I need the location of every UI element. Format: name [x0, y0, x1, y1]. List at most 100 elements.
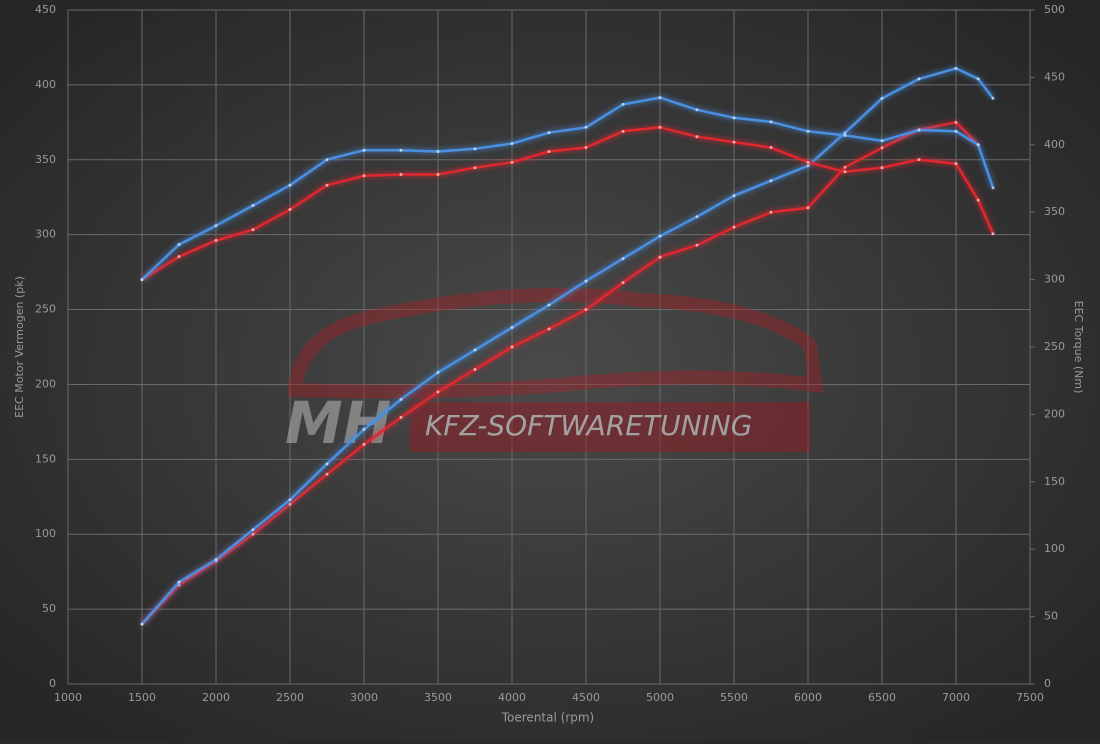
series-point — [695, 215, 699, 219]
y2-tick-label: 0 — [1044, 677, 1051, 690]
series-point — [843, 131, 847, 135]
series-point — [584, 308, 588, 312]
series-point — [991, 232, 995, 236]
series-point — [362, 148, 366, 152]
x-tick-label: 7000 — [942, 691, 970, 704]
y2-tick-label: 350 — [1044, 205, 1065, 218]
series-point — [473, 147, 477, 151]
x-axis-label: Toerental (rpm) — [501, 711, 594, 725]
series-point — [362, 174, 366, 178]
series-point — [177, 255, 181, 259]
series-point — [806, 160, 810, 164]
series-point — [399, 397, 403, 401]
series-point — [325, 158, 329, 162]
series-point — [325, 462, 329, 466]
series-point — [769, 210, 773, 214]
series-point — [399, 415, 403, 419]
series-point — [288, 502, 292, 506]
series-point — [251, 228, 255, 232]
series-point — [732, 140, 736, 144]
series-point — [325, 472, 329, 476]
series-point — [769, 145, 773, 149]
y-tick-label: 50 — [42, 602, 56, 615]
series-point — [547, 303, 551, 307]
series-point — [362, 442, 366, 446]
series-point — [584, 125, 588, 129]
series-point — [140, 622, 144, 626]
series-point — [251, 528, 255, 532]
x-tick-label: 7500 — [1016, 691, 1044, 704]
series-point — [732, 225, 736, 229]
series-point — [621, 281, 625, 285]
x-tick-label: 5000 — [646, 691, 674, 704]
series-point — [399, 172, 403, 176]
series-point — [140, 278, 144, 282]
y-tick-label: 350 — [35, 153, 56, 166]
series-point — [510, 345, 514, 349]
series-point — [436, 370, 440, 374]
watermark-text: MH — [285, 389, 391, 457]
series-point — [547, 131, 551, 135]
series-point — [436, 150, 440, 154]
series-point — [584, 145, 588, 149]
series-point — [917, 128, 921, 132]
series-point — [954, 66, 958, 70]
x-tick-label: 6000 — [794, 691, 822, 704]
series-point — [658, 234, 662, 238]
x-tick-label: 4500 — [572, 691, 600, 704]
series-point — [436, 390, 440, 394]
series-point — [547, 150, 551, 154]
y-axis-label: EEC Motor Vermogen (pk) — [13, 276, 26, 418]
series-point — [769, 179, 773, 183]
series-point — [732, 194, 736, 198]
y2-tick-label: 250 — [1044, 340, 1065, 353]
series-point — [547, 327, 551, 331]
y-tick-label: 300 — [35, 228, 56, 241]
series-point — [658, 96, 662, 100]
x-tick-label: 2000 — [202, 691, 230, 704]
series-point — [510, 160, 514, 164]
series-point — [991, 96, 995, 100]
series-point — [991, 186, 995, 190]
y2-tick-label: 50 — [1044, 610, 1058, 623]
y-tick-label: 0 — [49, 677, 56, 690]
series-point — [621, 129, 625, 133]
y2-tick-label: 200 — [1044, 407, 1065, 420]
y2-tick-label: 150 — [1044, 475, 1065, 488]
series-point — [806, 164, 810, 168]
x-tick-label: 3500 — [424, 691, 452, 704]
series-point — [806, 206, 810, 210]
series-point — [880, 166, 884, 170]
series-point — [288, 498, 292, 502]
series-point — [769, 120, 773, 124]
series-point — [954, 120, 958, 124]
series-point — [880, 96, 884, 100]
watermark-text: KFZ-SOFTWARETUNING — [425, 409, 752, 442]
series-point — [436, 172, 440, 176]
series-point — [658, 255, 662, 259]
watermark-car — [287, 288, 824, 399]
x-tick-label: 4000 — [498, 691, 526, 704]
series-point — [473, 348, 477, 352]
y2-tick-label: 400 — [1044, 138, 1065, 151]
x-tick-label: 1000 — [54, 691, 82, 704]
series-point — [917, 158, 921, 162]
series-point — [917, 77, 921, 81]
y2-tick-label: 300 — [1044, 273, 1065, 286]
series-line — [141, 121, 980, 625]
x-tick-label: 1500 — [128, 691, 156, 704]
y2-tick-label: 450 — [1044, 70, 1065, 83]
series-point — [473, 166, 477, 170]
series-point — [843, 133, 847, 137]
series-point — [843, 165, 847, 169]
x-tick-label: 5500 — [720, 691, 748, 704]
x-tick-label: 3000 — [350, 691, 378, 704]
series-point — [214, 224, 218, 228]
series-point — [177, 580, 181, 584]
y2-tick-label: 500 — [1044, 3, 1065, 16]
series-point — [399, 148, 403, 152]
y-tick-label: 200 — [35, 377, 56, 390]
series-point — [976, 143, 980, 147]
